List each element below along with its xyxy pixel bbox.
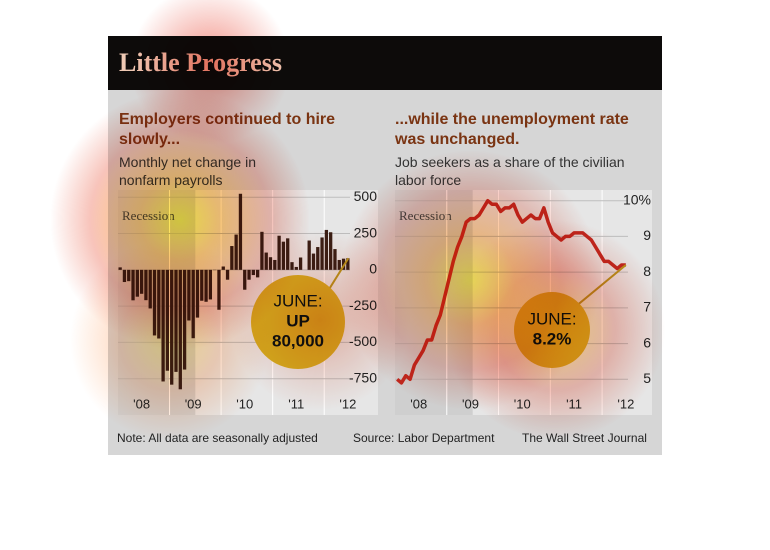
callout-text: JUNE:	[273, 291, 322, 310]
x-tick-label: '12	[339, 396, 356, 411]
bar	[273, 259, 277, 270]
bar	[281, 241, 286, 270]
x-tick-label: '08	[133, 396, 150, 411]
callout-text: 8.2%	[533, 329, 572, 348]
bar	[247, 269, 251, 280]
bar	[135, 269, 139, 297]
x-tick-label: '10	[514, 396, 531, 411]
bar	[165, 269, 170, 371]
bar	[316, 247, 320, 270]
y-tick-label: -250	[349, 297, 377, 313]
x-tick-label: '09	[462, 396, 479, 411]
callout-text: UP	[286, 311, 310, 330]
bar	[217, 269, 221, 310]
bar	[122, 269, 127, 283]
bar	[298, 257, 303, 270]
x-tick-label: '11	[288, 396, 304, 411]
bar	[144, 269, 148, 301]
recession-band	[395, 190, 473, 415]
recession-label: Recession	[399, 208, 452, 223]
y-tick-label: 10%	[623, 191, 651, 207]
bar	[264, 252, 268, 270]
bar	[255, 269, 260, 278]
bar	[329, 232, 333, 270]
bar	[225, 269, 230, 280]
bar	[195, 269, 200, 318]
bar	[182, 269, 187, 370]
x-tick-label: '10	[236, 396, 253, 411]
bar	[311, 253, 316, 270]
bar	[174, 269, 178, 372]
x-tick-label: '12	[617, 396, 634, 411]
bar	[251, 269, 255, 276]
bar	[294, 266, 298, 270]
bar	[148, 269, 152, 309]
y-tick-label: 8	[643, 263, 651, 279]
bar	[238, 193, 243, 270]
bar	[157, 269, 161, 339]
callout-text: 80,000	[272, 331, 324, 350]
bar	[139, 269, 144, 294]
callout-text: JUNE:	[527, 309, 576, 328]
bar	[286, 238, 290, 270]
y-tick-label: 0	[369, 261, 377, 277]
bar	[152, 269, 157, 336]
y-tick-label: 500	[354, 188, 378, 204]
bar	[234, 234, 238, 270]
y-tick-label: 7	[643, 299, 651, 315]
bar	[324, 229, 329, 270]
bar	[268, 257, 273, 270]
bar	[178, 269, 182, 390]
recession-label: Recession	[122, 208, 175, 223]
bar	[243, 269, 247, 290]
x-tick-label: '08	[410, 396, 427, 411]
y-tick-label: 250	[354, 224, 378, 240]
bar	[277, 235, 281, 270]
bar	[118, 267, 122, 270]
bar	[221, 266, 225, 270]
y-tick-label: -750	[349, 369, 377, 385]
bar	[208, 269, 213, 300]
y-tick-label: 9	[643, 227, 651, 243]
y-tick-label: 5	[643, 370, 651, 386]
bar	[127, 269, 131, 282]
bar	[337, 259, 341, 270]
bar	[333, 249, 337, 270]
bar	[260, 231, 264, 270]
bar	[191, 269, 195, 339]
bar	[320, 237, 324, 270]
bar	[200, 269, 204, 301]
bar	[230, 246, 234, 270]
bar	[170, 269, 174, 385]
y-tick-label: 6	[643, 334, 651, 350]
bar	[161, 269, 165, 382]
bar	[131, 269, 135, 301]
bar	[290, 262, 294, 270]
x-tick-label: '09	[185, 396, 202, 411]
bar	[204, 269, 208, 302]
bar	[187, 269, 191, 321]
y-tick-label: -500	[349, 333, 377, 349]
bar	[307, 240, 311, 270]
x-tick-label: '11	[566, 396, 582, 411]
